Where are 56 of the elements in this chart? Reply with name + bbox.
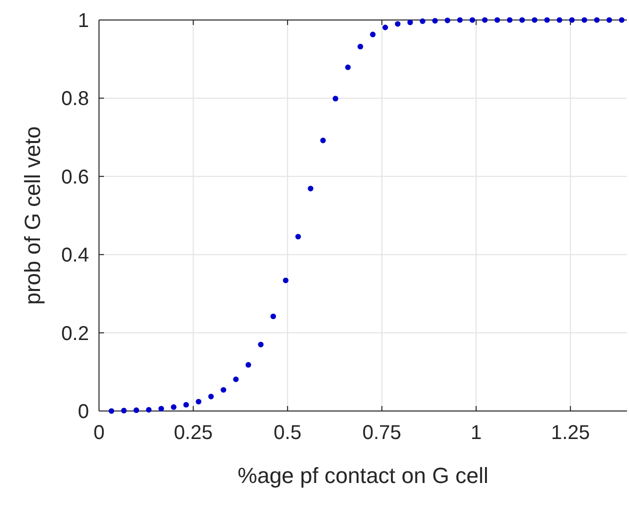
- point: [382, 24, 388, 30]
- point: [457, 17, 463, 23]
- point: [220, 387, 226, 393]
- point: [146, 407, 152, 413]
- point: [618, 17, 625, 23]
- point: [246, 362, 252, 368]
- x-tick-label: 0.5: [274, 422, 302, 444]
- point: [345, 64, 351, 70]
- point: [295, 234, 301, 240]
- x-tick-label: 0.75: [362, 422, 402, 444]
- y-tick-label: 0.8: [61, 88, 89, 110]
- point: [358, 44, 364, 50]
- point: [270, 314, 276, 320]
- point: [532, 17, 538, 23]
- point: [121, 408, 127, 414]
- point: [394, 21, 400, 27]
- point: [308, 186, 314, 192]
- point: [506, 17, 513, 23]
- point: [606, 17, 612, 23]
- point: [582, 17, 588, 23]
- point: [320, 138, 326, 144]
- point: [134, 407, 140, 414]
- y-axis-title: prob of G cell veto: [20, 126, 45, 305]
- point: [470, 17, 476, 23]
- point: [544, 17, 550, 23]
- point: [482, 17, 488, 23]
- x-tick-label: 0: [93, 422, 105, 444]
- y-tick-label: 1: [78, 10, 89, 32]
- point: [170, 404, 176, 410]
- point: [420, 18, 426, 24]
- point: [494, 17, 500, 23]
- point: [519, 17, 525, 23]
- point: [370, 32, 376, 38]
- y-tick-label: 0: [78, 401, 89, 423]
- x-tick-label: 1: [470, 422, 482, 444]
- x-axis-title: %age pf contact on G cell: [238, 463, 488, 488]
- point: [196, 398, 202, 404]
- point: [208, 394, 214, 400]
- point: [556, 17, 562, 23]
- point: [108, 408, 114, 414]
- x-tick-label: 0.25: [174, 422, 213, 444]
- point: [569, 17, 575, 23]
- y-tick-label: 0.4: [61, 244, 89, 267]
- point: [594, 17, 600, 23]
- point: [183, 402, 189, 408]
- point: [282, 278, 288, 284]
- x-tick-label: 1.25: [550, 422, 590, 444]
- point: [233, 376, 239, 382]
- point: [258, 342, 264, 348]
- point: [444, 18, 450, 24]
- point: [432, 18, 438, 24]
- point: [407, 20, 413, 26]
- point: [158, 406, 164, 412]
- y-tick-label: 0.2: [61, 322, 89, 345]
- point: [332, 96, 338, 102]
- y-tick-label: 0.6: [61, 166, 89, 188]
